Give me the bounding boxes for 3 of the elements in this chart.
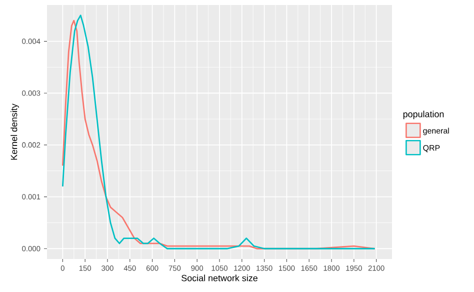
x-axis-title: Social network size (182, 274, 258, 282)
legend-title: population (403, 110, 444, 120)
y-axis-title: Kernel density (10, 104, 19, 160)
